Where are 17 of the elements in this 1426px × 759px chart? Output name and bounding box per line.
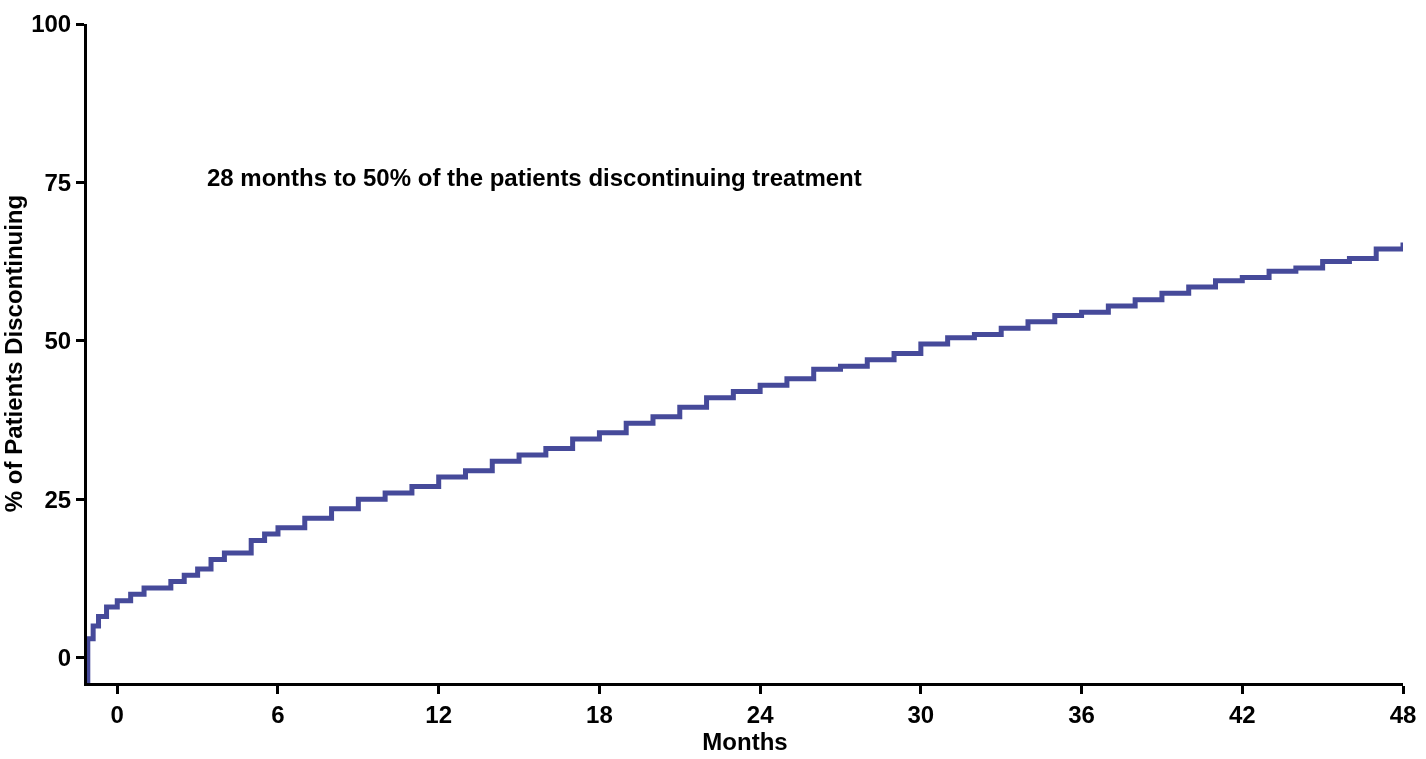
x-tick-label: 48 (1389, 700, 1417, 728)
x-tick-label: 0 (110, 700, 124, 728)
y-tick-label: 50 (44, 327, 72, 355)
annotation: 28 months to 50% of the patients discontinuing treatment (207, 164, 862, 191)
x-tick-label: 42 (1228, 700, 1256, 728)
x-tick-label: 30 (907, 700, 935, 728)
x-tick-label: 18 (586, 700, 613, 728)
x-tick-label: 24 (746, 700, 775, 728)
y-axis-title: % of Patients Discontinuing (0, 194, 27, 513)
x-tick-label: 6 (271, 700, 285, 728)
x-tick-label: 36 (1068, 700, 1095, 728)
x-axis-title: Months (702, 727, 788, 755)
y-tick-label: 75 (44, 168, 72, 196)
y-tick-label: 25 (44, 485, 72, 513)
y-tick-label: 100 (31, 10, 72, 38)
y-tick-label: 0 (57, 644, 72, 672)
x-tick-label: 12 (425, 700, 453, 728)
